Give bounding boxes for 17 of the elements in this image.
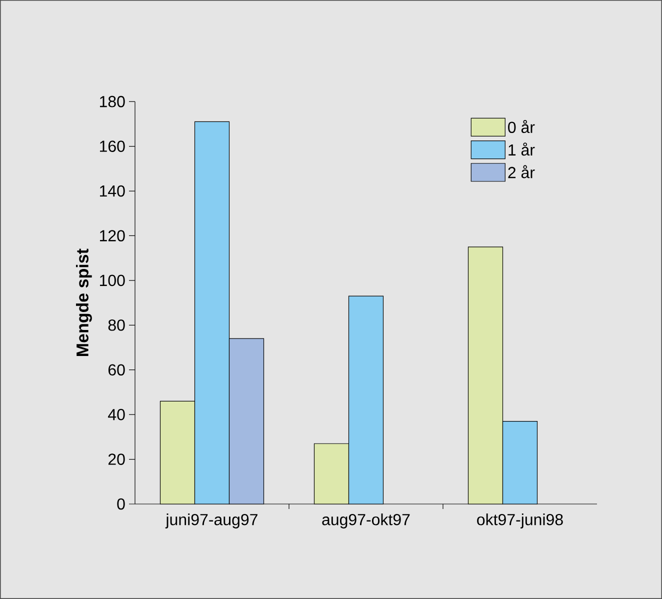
- y-tick-label: 100: [100, 274, 125, 286]
- y-tick-label: 160: [100, 140, 125, 152]
- y-tick-label: 60: [108, 364, 125, 376]
- y-tick-label: 80: [108, 319, 125, 331]
- y-tick-label: 40: [108, 408, 125, 420]
- y-tick-label: 0: [117, 498, 125, 510]
- x-tick-label: juni97-aug97: [165, 514, 258, 528]
- y-tick-label: 120: [100, 230, 125, 242]
- legend-label: 2 år: [508, 165, 535, 178]
- x-tick-label: aug97-okt97: [322, 514, 410, 528]
- y-axis-title: Mengde spist: [76, 248, 92, 356]
- y-tick-label: 180: [100, 96, 125, 108]
- y-tick-label: 140: [100, 185, 125, 197]
- y-tick-label: 20: [108, 454, 125, 465]
- legend-label: 0 år: [508, 120, 535, 134]
- x-tick-label: okt97-juni98: [477, 514, 563, 528]
- legend-label: 1 år: [508, 142, 535, 156]
